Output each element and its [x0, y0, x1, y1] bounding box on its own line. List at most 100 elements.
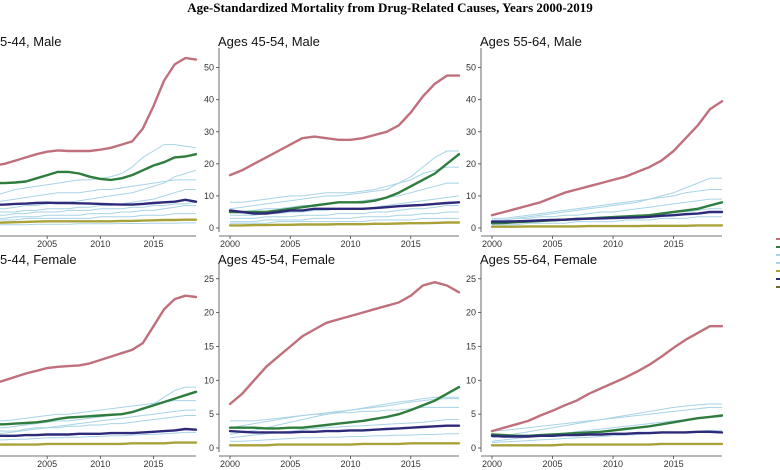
x-tick-label: 2005: [280, 239, 300, 249]
panel-3: Ages 55-64, Male 0 10 20 30 40 50 2000 2005 2010 2…: [466, 34, 724, 249]
y-tick-label: 10: [466, 375, 476, 385]
x-tick-label: 2015: [143, 239, 163, 249]
legend-mark: [776, 278, 780, 280]
red-series-line: [228, 74, 461, 177]
background-series-line: [0, 179, 196, 202]
olive-series-line: [490, 224, 724, 228]
olive-series-line: [0, 441, 198, 446]
legend-mark: [776, 238, 780, 240]
panel-2: Ages 45-54, Male 0 10 20 30 40 50 2000 2005 2010 2…: [204, 34, 461, 249]
background-series-line: [492, 189, 722, 219]
background-series-line: [0, 205, 196, 219]
y-tick-label: 50: [204, 63, 214, 73]
panel-title: Ages 45-54, Male: [218, 34, 320, 49]
background-series-line: [230, 406, 459, 422]
y-tick-label: 10: [204, 191, 214, 201]
background-series-line: [229, 150, 459, 210]
y-tick-label: 20: [204, 159, 214, 169]
x-tick-label: 2010: [90, 459, 110, 469]
red-series-line: [228, 281, 461, 406]
red-series-line: [0, 294, 198, 384]
background-series-line: [0, 431, 196, 441]
y-tick-label: 20: [204, 308, 214, 318]
y-tick-label: 50: [466, 63, 476, 73]
x-tick-label: 2005: [543, 239, 563, 249]
background-series-line: [0, 189, 196, 213]
background-series-line: [230, 166, 459, 203]
olive-series-line: [490, 442, 724, 447]
background-series-line: [491, 177, 722, 223]
y-tick-label: 30: [466, 127, 476, 137]
y-tick-label: 0: [471, 223, 476, 233]
y-tick-label: 25: [466, 274, 476, 284]
panel-1: 5-44, Male 2005 2010 2015: [0, 34, 198, 249]
green-series-line: [0, 153, 198, 185]
x-tick-label: 2015: [664, 459, 684, 469]
green-series-line: [228, 153, 461, 214]
x-tick-label: 2010: [90, 239, 110, 249]
x-tick-label: 2000: [482, 239, 502, 249]
navy-series-line: [490, 430, 724, 438]
legend-mark: [776, 246, 780, 248]
legend-mark: [776, 286, 780, 288]
background-series-line: [491, 406, 722, 432]
y-tick-label: 25: [204, 274, 214, 284]
legend-mark: [776, 262, 780, 264]
legend: [776, 238, 780, 288]
navy-series-line: [0, 427, 198, 437]
green-series-line: [0, 390, 198, 426]
x-tick-label: 2000: [482, 459, 502, 469]
x-tick-label: 2010: [603, 239, 623, 249]
y-tick-label: 20: [466, 308, 476, 318]
green-series-line: [228, 385, 461, 430]
x-tick-label: 2015: [401, 459, 421, 469]
legend-mark: [776, 254, 780, 256]
background-series-line: [0, 213, 196, 221]
x-tick-label: 2000: [220, 239, 240, 249]
olive-series-line: [228, 221, 461, 227]
navy-series-line: [0, 198, 198, 206]
background-series-line: [230, 205, 459, 219]
y-tick-label: 40: [204, 95, 214, 105]
background-series-line: [492, 198, 722, 221]
panel-title: Ages 45-54, Female: [218, 252, 335, 267]
panel-4: 5-44, Female 2005 2010 2015: [0, 252, 198, 469]
panel-6: Ages 55-64, Female 0 5 10 15 20 25 2000 2005 2010…: [466, 252, 724, 469]
figure-title: Age-Standardized Mortality from Drug-Rel…: [187, 0, 593, 15]
red-series-line: [490, 100, 724, 217]
y-tick-label: 0: [209, 223, 214, 233]
background-series-line: [0, 201, 197, 216]
background-series-line: [0, 415, 196, 432]
panel-title: Ages 55-64, Male: [480, 34, 582, 49]
navy-series-line: [490, 210, 724, 223]
y-tick-label: 0: [209, 443, 214, 453]
x-tick-label: 2015: [401, 239, 421, 249]
panel-5: Ages 45-54, Female 0 5 10 15 20 25 2000 2005 2010…: [204, 252, 461, 469]
x-tick-label: 2005: [37, 459, 57, 469]
y-tick-label: 0: [471, 443, 476, 453]
panel-title: 5-44, Male: [0, 34, 61, 49]
y-tick-label: 40: [466, 95, 476, 105]
y-tick-label: 15: [204, 341, 214, 351]
background-series-line: [0, 144, 197, 195]
panel-title: 5-44, Female: [0, 252, 77, 267]
background-series-line: [0, 169, 197, 210]
x-tick-label: 2010: [341, 239, 361, 249]
red-series-line: [490, 325, 724, 433]
y-tick-label: 20: [466, 159, 476, 169]
y-tick-label: 30: [204, 127, 214, 137]
x-tick-label: 2005: [37, 239, 57, 249]
y-tick-label: 15: [466, 341, 476, 351]
background-series-line: [0, 222, 196, 226]
background-series-line: [492, 216, 722, 226]
legend-mark: [776, 270, 780, 272]
background-series-line: [230, 433, 459, 442]
navy-series-line: [228, 201, 461, 215]
olive-series-line: [0, 218, 198, 224]
background-series-line: [230, 211, 459, 223]
x-tick-label: 2010: [603, 459, 623, 469]
y-tick-label: 10: [466, 191, 476, 201]
olive-series-line: [228, 442, 461, 447]
